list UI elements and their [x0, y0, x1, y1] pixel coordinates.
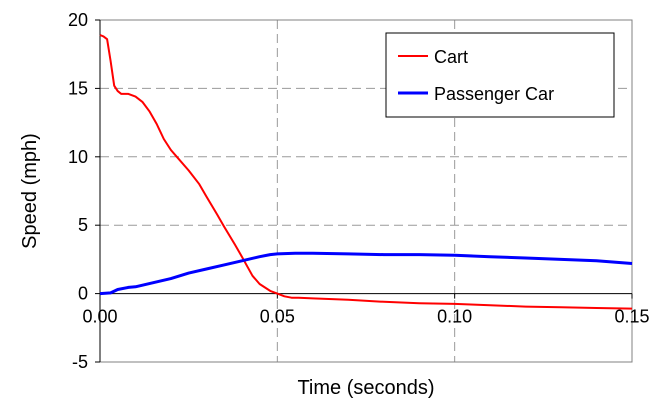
- legend-box: [385, 32, 615, 118]
- passenger-car-series-line: [99, 251, 633, 296]
- x-tick-label: 0.00: [82, 307, 117, 327]
- axes-layer: [95, 19, 633, 363]
- tick-labels-layer: -5 0 5 10 15 20 0.00 0.05 0.10 0.15: [68, 10, 650, 372]
- y-tick-label: -5: [72, 352, 88, 372]
- x-tick-label: 0.10: [437, 307, 472, 327]
- legend-label-cart: Cart: [434, 47, 468, 67]
- x-tick-label: 0.15: [614, 307, 649, 327]
- y-tick-label: 0: [78, 284, 88, 304]
- chart-legend: Cart Passenger Car: [385, 32, 615, 118]
- y-tick-label: 20: [68, 10, 88, 30]
- x-axis-title: Time (seconds): [297, 377, 434, 399]
- x-tick-label: 0.05: [260, 307, 295, 327]
- y-tick-label: 10: [68, 147, 88, 167]
- cart-series-line: [99, 34, 633, 310]
- y-tick-label: 15: [68, 78, 88, 98]
- series-layer: [99, 34, 633, 310]
- y-axis-title: Speed (mph): [19, 133, 41, 249]
- legend-label-passenger-car: Passenger Car: [434, 84, 554, 104]
- y-tick-label: 5: [78, 215, 88, 235]
